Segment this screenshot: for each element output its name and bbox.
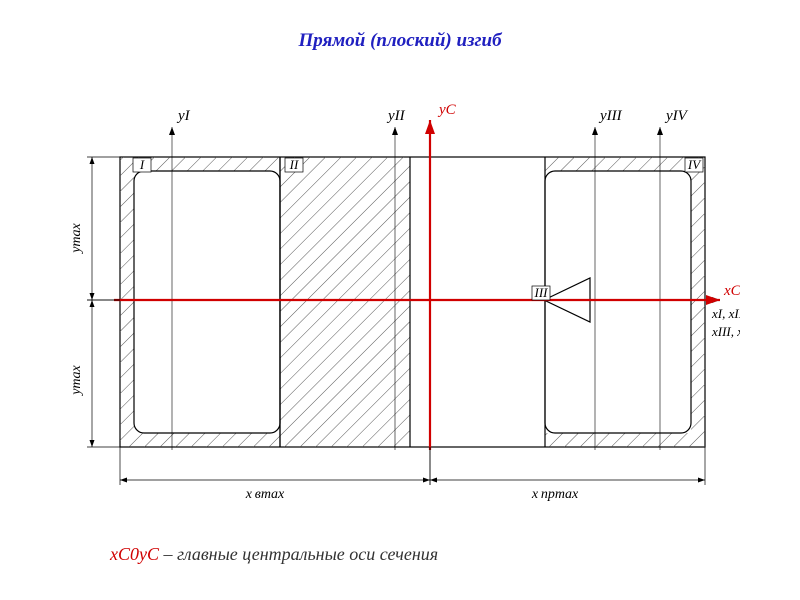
svg-text:yII: yII: [386, 108, 406, 124]
svg-text:yC: yC: [437, 102, 457, 118]
caption-rest: – главные центральные оси сечения: [159, 544, 438, 564]
page-title: Прямой (плоский) изгиб: [0, 30, 800, 52]
svg-text:x прmax: x прmax: [531, 487, 579, 502]
svg-text:xIII, xIV: xIII, xIV: [711, 324, 740, 339]
caption: xC0yC – главные центральные оси сечения: [110, 544, 438, 565]
svg-text:III: III: [534, 285, 549, 300]
svg-text:x вmax: x вmax: [245, 487, 285, 502]
caption-prefix: xC0yC: [110, 544, 159, 564]
svg-text:II: II: [289, 157, 299, 172]
svg-text:IV: IV: [687, 157, 702, 172]
bending-cross-section-diagram: yIyIIyIIIyIVxCyCIIIIIIIVymaxymaxx вmaxx …: [60, 80, 740, 520]
svg-text:xI, xII,: xI, xII,: [711, 306, 740, 321]
title-text: Прямой (плоский) изгиб: [298, 30, 501, 51]
svg-text:yI: yI: [176, 108, 191, 124]
svg-text:ymax: ymax: [69, 364, 84, 396]
svg-text:yIII: yIII: [598, 108, 623, 124]
svg-text:xC: xC: [723, 283, 740, 299]
svg-text:I: I: [139, 157, 145, 172]
svg-text:yIV: yIV: [664, 108, 689, 124]
svg-text:ymax: ymax: [69, 222, 84, 254]
